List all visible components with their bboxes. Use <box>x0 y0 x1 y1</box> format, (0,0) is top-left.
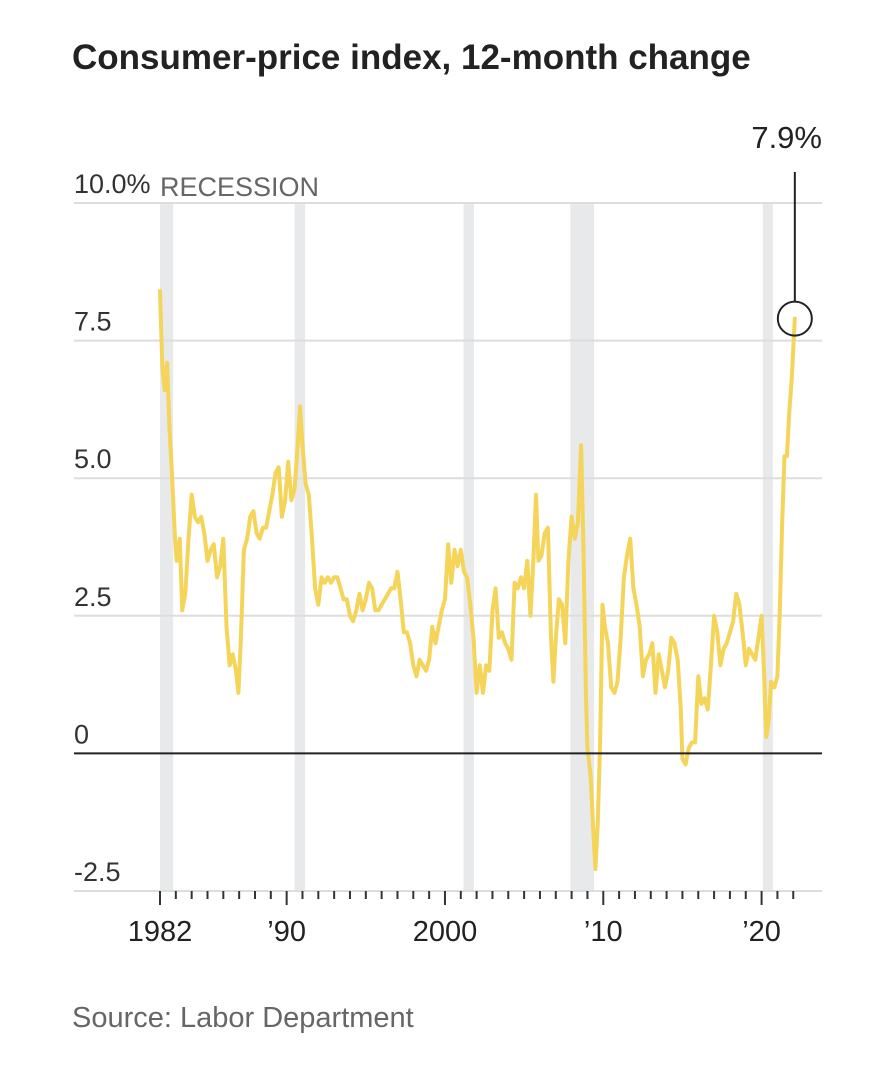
y-tick-label-5: -2.5 <box>74 857 121 887</box>
source-note: Source: Labor Department <box>72 1002 414 1034</box>
annotation-circle <box>776 300 813 337</box>
x-axis: 1982 ’90 2000 ’10 ’20 <box>74 890 822 948</box>
recession-band-2 <box>463 203 474 891</box>
annotation-value-label: 7.9% <box>751 120 822 155</box>
recession-band-1 <box>294 203 306 891</box>
x-tick-label-4: ’20 <box>742 916 781 948</box>
x-tick-label-2: 2000 <box>413 916 478 948</box>
cpi-series-line <box>158 289 797 871</box>
series-line-layer <box>74 289 822 871</box>
x-tick-label-0: 1982 <box>128 916 193 948</box>
y-tick-label-1: 7.5 <box>74 307 112 337</box>
y-tick-label-2: 5.0 <box>74 444 112 474</box>
y-tick-label-4: 0 <box>74 719 89 749</box>
x-tick-label-1: ’90 <box>267 916 306 948</box>
y-tick-label-3: 2.5 <box>74 582 112 612</box>
latest-value-annotation: 7.9% <box>751 120 822 337</box>
recession-label: RECESSION <box>160 172 319 202</box>
y-tick-label-0: 10.0% <box>74 169 151 199</box>
recession-bands <box>160 203 773 891</box>
y-axis-labels: 10.0% 7.5 5.0 2.5 0 -2.5 <box>74 169 151 887</box>
x-tick-label-3: ’10 <box>584 916 623 948</box>
chart-title: Consumer-price index, 12-month change <box>72 38 751 77</box>
recession-band-4 <box>762 203 773 891</box>
